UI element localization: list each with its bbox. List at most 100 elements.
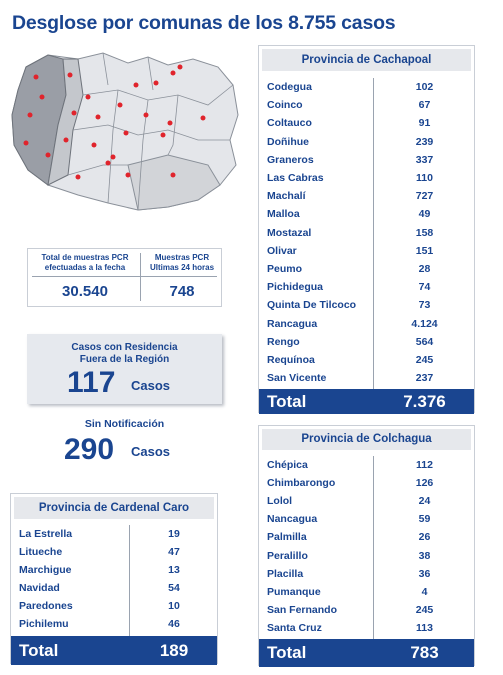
commune-name: Paredones — [19, 600, 73, 612]
total-value: 7.376 — [403, 392, 446, 411]
commune-name: San Fernando — [267, 603, 338, 616]
commune-cases: 54 — [168, 582, 180, 594]
commune-cases: 4.124 — [411, 317, 438, 330]
pcr-box: Total de muestras PCR efectuadas a la fe… — [27, 248, 222, 307]
commune-cases: 49 — [418, 208, 431, 221]
total-bar: Total 7.376 — [259, 389, 474, 414]
divider — [373, 456, 374, 639]
commune-name: Codegua — [267, 81, 312, 93]
commune-name: Pumanque — [267, 585, 321, 598]
commune-name: Coltauco — [267, 117, 312, 130]
total-bar: Total 189 — [11, 636, 217, 665]
commune-cases: 19 — [168, 528, 180, 540]
fuera-unit: Casos — [131, 378, 171, 393]
commune-name: Graneros — [267, 153, 314, 166]
commune-name: Coinco — [267, 99, 303, 112]
fuera-box: Casos con Residencia Fuera de la Región … — [27, 334, 222, 404]
sin-unit: Casos — [131, 444, 171, 459]
commune-cases: 564 — [415, 335, 434, 348]
divider — [32, 276, 217, 277]
commune-name: Peumo — [267, 263, 303, 275]
commune-cases: 67 — [418, 99, 431, 112]
commune-cases: 113 — [416, 621, 433, 634]
commune-cases: 112 — [416, 459, 433, 471]
commune-cases: 245 — [415, 603, 434, 616]
commune-cases: 38 — [418, 549, 431, 562]
commune-name: Requínoa — [267, 354, 315, 366]
commune-name: Marchigue — [19, 564, 72, 576]
divider — [129, 525, 130, 636]
commune-name: Litueche — [19, 546, 63, 558]
commune-name: Malloa — [267, 208, 300, 221]
commune-cases: 47 — [168, 546, 180, 558]
sin-value: 290 — [64, 433, 115, 466]
total-label: Total — [267, 643, 307, 662]
commune-name: La Estrella — [19, 528, 73, 540]
commune-cases: 26 — [418, 531, 431, 544]
divider — [373, 78, 374, 389]
pcr-value: 30.540 — [62, 283, 108, 300]
table-title: Provincia de Cardenal Caro — [14, 497, 214, 519]
total-label: Total — [19, 641, 59, 660]
commune-name: Placilla — [267, 567, 304, 580]
commune-name: Palmilla — [267, 531, 307, 544]
commune-name: Pichidegua — [267, 281, 324, 294]
pcr-header: Total de muestras PCR efectuadas a la fe… — [41, 253, 129, 272]
commune-cases: 126 — [415, 477, 434, 490]
commune-name: Chimbarongo — [267, 477, 336, 490]
table-title: Provincia de Cachapoal — [262, 49, 471, 71]
commune-name: Quinta De Tilcoco — [267, 299, 357, 312]
commune-name: Peralillo — [267, 549, 308, 562]
commune-name: San Vicente — [267, 372, 327, 385]
total-value: 189 — [159, 641, 189, 660]
commune-name: Rancagua — [267, 317, 318, 330]
commune-cases: 28 — [418, 263, 431, 275]
commune-name: Pichilemu — [19, 618, 69, 630]
commune-cases: 337 — [415, 153, 434, 166]
commune-name: Nancagua — [267, 513, 318, 526]
commune-cases: 245 — [415, 354, 434, 366]
commune-cases: 102 — [415, 81, 434, 93]
fuera-label: Casos con Residencia Fuera de la Región — [71, 342, 178, 365]
fuera-value: 117 — [67, 366, 116, 399]
commune-cases: 73 — [418, 299, 431, 312]
commune-cases: 151 — [415, 244, 434, 257]
commune-name: Doñihue — [267, 135, 309, 148]
commune-cases: 110 — [416, 172, 433, 184]
total-value: 783 — [410, 643, 439, 662]
commune-cases: 74 — [418, 281, 431, 294]
region-map — [11, 52, 239, 211]
commune-cases: 10 — [168, 600, 180, 612]
commune-cases: 727 — [415, 190, 434, 203]
sin-label: Sin Notificación — [84, 418, 165, 430]
commune-cases: 59 — [418, 513, 431, 526]
province-table: Provincia de Colchagua Chépica 112 Chimbaro… — [258, 425, 475, 667]
commune-name: Olivar — [267, 244, 297, 257]
commune-name: Mostazal — [267, 226, 312, 239]
commune-cases: 237 — [415, 372, 434, 385]
table-title: Provincia de Colchagua — [262, 429, 471, 450]
title: Desglose por comunas de los 8.755 casos — [12, 12, 396, 34]
commune-name: Lolol — [267, 495, 293, 508]
commune-cases: 36 — [418, 567, 431, 580]
total-bar: Total 783 — [259, 639, 474, 667]
commune-name: Navidad — [19, 582, 60, 594]
province-table: Provincia de Cachapoal Codegua 102 Coinco 67… — [258, 45, 475, 414]
commune-cases: 46 — [168, 618, 180, 630]
divider — [140, 253, 141, 301]
commune-cases: 91 — [418, 117, 431, 130]
commune-name: Las Cabras — [267, 172, 324, 184]
total-label: Total — [267, 392, 307, 411]
commune-cases: 24 — [418, 495, 431, 508]
commune-cases: 158 — [415, 226, 434, 239]
pcr-header: Muestras PCR Ultimas 24 horas — [149, 253, 215, 272]
commune-name: Machalí — [267, 190, 306, 203]
province-table: Provincia de Cardenal Caro La Estrella 19 L… — [10, 493, 218, 665]
commune-name: Rengo — [267, 335, 300, 348]
pcr-value: 748 — [169, 283, 195, 300]
commune-cases: 13 — [168, 564, 180, 576]
commune-name: Santa Cruz — [267, 621, 322, 634]
commune-cases: 239 — [415, 135, 434, 148]
commune-name: Chépica — [267, 459, 308, 471]
